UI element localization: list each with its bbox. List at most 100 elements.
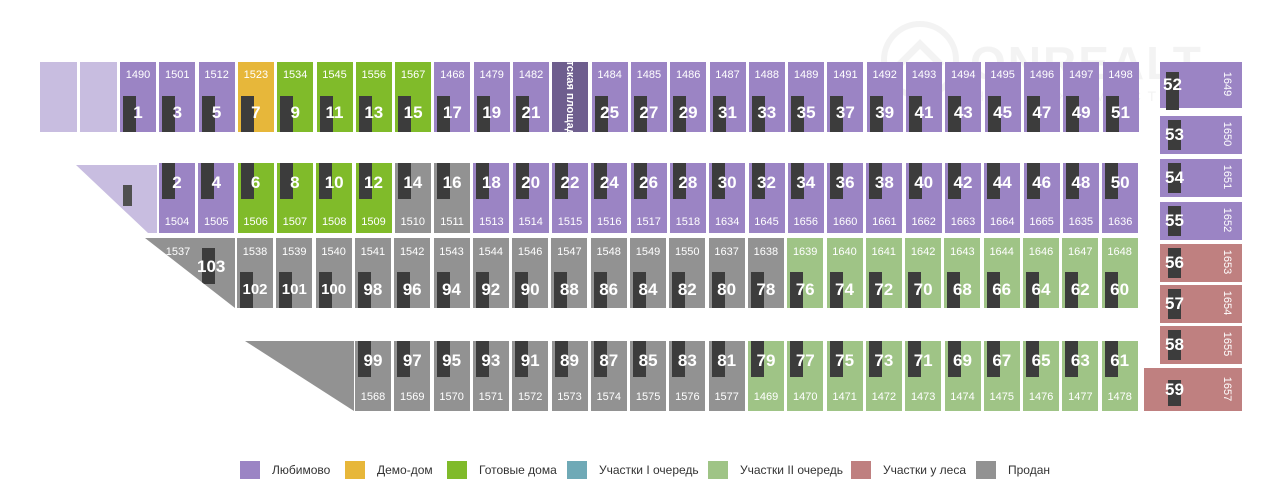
plot-54[interactable]: 54 1651: [1160, 159, 1242, 197]
plot-66[interactable]: 66 1644: [983, 238, 1020, 308]
plot-98[interactable]: 98 1541: [354, 238, 391, 308]
plot-30[interactable]: 30 1634: [709, 163, 746, 233]
plot-6[interactable]: 6 1506: [237, 163, 274, 233]
plot-73[interactable]: 73 1472: [865, 341, 902, 411]
plot-91[interactable]: 91 1572: [512, 341, 549, 411]
plot-95[interactable]: 95 1570: [433, 341, 470, 411]
plot-53[interactable]: 53 1650: [1160, 116, 1242, 154]
plot-78[interactable]: 78 1638: [747, 238, 784, 308]
plot-42[interactable]: 42 1663: [945, 163, 981, 233]
plot-75[interactable]: 75 1471: [826, 341, 863, 411]
plot-87[interactable]: 87 1574: [590, 341, 627, 411]
plot-67[interactable]: 67 1475: [983, 341, 1020, 411]
plot-61[interactable]: 61 1478: [1101, 341, 1138, 411]
plot-11[interactable]: 11 1545: [316, 62, 353, 132]
plot-93[interactable]: 93 1571: [472, 341, 509, 411]
plot-12[interactable]: 12 1509: [355, 163, 392, 233]
plot-24[interactable]: 24 1516: [591, 163, 628, 233]
plot-68[interactable]: 68 1643: [944, 238, 981, 308]
plot-10[interactable]: 10 1508: [316, 163, 353, 233]
plot-5[interactable]: 5 1512: [198, 62, 235, 132]
plot-56[interactable]: 56 1653: [1160, 244, 1242, 282]
plot-57[interactable]: 57 1654: [1160, 285, 1242, 323]
plot-76[interactable]: 76 1639: [787, 238, 824, 308]
plot-88[interactable]: 88 1547: [551, 238, 588, 308]
plot-86[interactable]: 86 1548: [590, 238, 627, 308]
plot-15[interactable]: 15 1567: [395, 62, 432, 132]
plot-18[interactable]: 18 1513: [473, 163, 510, 233]
plot-62[interactable]: 62 1647: [1062, 238, 1099, 308]
plot-79[interactable]: 79 1469: [748, 341, 784, 411]
plot-85[interactable]: 85 1575: [630, 341, 667, 411]
plot-52[interactable]: 52 1649: [1160, 62, 1242, 110]
plot-17[interactable]: 17 1468: [434, 62, 471, 132]
plot-97[interactable]: 97 1569: [394, 341, 431, 411]
plot-94[interactable]: 94 1543: [433, 238, 470, 308]
plot-4[interactable]: 4 1505: [198, 163, 235, 233]
plot-27[interactable]: 27 1485: [630, 62, 667, 132]
plot-64[interactable]: 64 1646: [1023, 238, 1059, 308]
plot-9[interactable]: 9 1534: [277, 62, 314, 132]
plot-14[interactable]: 14 1510: [394, 163, 431, 233]
plot-59[interactable]: 59 1657: [1144, 368, 1242, 411]
plot-49[interactable]: 49 1497: [1063, 62, 1100, 132]
plot-101[interactable]: 101 1539: [276, 238, 313, 308]
plot-45[interactable]: 45 1495: [984, 62, 1021, 132]
plot-58[interactable]: 58 1655: [1160, 326, 1242, 364]
plot-48[interactable]: 48 1635: [1062, 163, 1099, 233]
plot-22[interactable]: 22 1515: [552, 163, 588, 233]
plot-74[interactable]: 74 1640: [826, 238, 863, 308]
plot-46[interactable]: 46 1665: [1023, 163, 1060, 233]
plot-36[interactable]: 36 1660: [827, 163, 864, 233]
plot-70[interactable]: 70 1642: [905, 238, 942, 308]
plot-25[interactable]: 25 1484: [591, 62, 628, 132]
plot-92[interactable]: 92 1544: [472, 238, 509, 308]
plot-60[interactable]: 60 1648: [1101, 238, 1138, 308]
plot-65[interactable]: 65 1476: [1023, 341, 1060, 411]
plot-33[interactable]: 33 1488: [748, 62, 785, 132]
plot-41[interactable]: 41 1493: [906, 62, 942, 132]
plot-100[interactable]: 100 1540: [315, 238, 352, 308]
plot-31[interactable]: 31 1487: [709, 62, 746, 132]
plot-84[interactable]: 84 1549: [630, 238, 666, 308]
plot-102[interactable]: 102 1538: [237, 238, 273, 308]
plot-69[interactable]: 69 1474: [944, 341, 981, 411]
plot-8[interactable]: 8 1507: [276, 163, 313, 233]
plot-37[interactable]: 37 1491: [827, 62, 864, 132]
plot-2[interactable]: 2 1504: [159, 163, 195, 233]
plot-21[interactable]: 21 1482: [513, 62, 549, 132]
plot-72[interactable]: 72 1641: [865, 238, 902, 308]
plot-39[interactable]: 39 1492: [866, 62, 903, 132]
plot-19[interactable]: 19 1479: [473, 62, 510, 132]
plot-47[interactable]: 47 1496: [1023, 62, 1060, 132]
plot-71[interactable]: 71 1473: [905, 341, 942, 411]
plot-43[interactable]: 43 1494: [945, 62, 982, 132]
plot-34[interactable]: 34 1656: [787, 163, 824, 233]
plot-80[interactable]: 80 1637: [708, 238, 745, 308]
plot-51[interactable]: 51 1498: [1102, 62, 1139, 132]
plot-96[interactable]: 96 1542: [394, 238, 431, 308]
plot-3[interactable]: 3 1501: [159, 62, 196, 132]
plot-7[interactable]: 7 1523: [237, 62, 274, 132]
plot-38[interactable]: 38 1661: [866, 163, 903, 233]
plot-16[interactable]: 16 1511: [434, 163, 471, 233]
plot-20[interactable]: 20 1514: [512, 163, 549, 233]
plot-50[interactable]: 50 1636: [1102, 163, 1139, 233]
plot-63[interactable]: 63 1477: [1062, 341, 1099, 411]
plot-83[interactable]: 83 1576: [669, 341, 706, 411]
plot-28[interactable]: 28 1518: [669, 163, 706, 233]
plot-81[interactable]: 81 1577: [708, 341, 745, 411]
plot-40[interactable]: 40 1662: [905, 163, 942, 233]
plot-82[interactable]: 82 1550: [669, 238, 706, 308]
plot-77[interactable]: 77 1470: [787, 341, 824, 411]
plot-90[interactable]: 90 1546: [512, 238, 549, 308]
plot-99[interactable]: 99 1568: [355, 341, 391, 411]
plot-35[interactable]: 35 1489: [788, 62, 825, 132]
plot-26[interactable]: 26 1517: [630, 163, 667, 233]
plot-1[interactable]: 1 1490: [120, 62, 156, 132]
plot-13[interactable]: 13 1556: [355, 62, 392, 132]
plot-32[interactable]: 32 1645: [748, 163, 785, 233]
plot-89[interactable]: 89 1573: [551, 341, 588, 411]
plot-44[interactable]: 44 1664: [984, 163, 1021, 233]
plot-55[interactable]: 55 1652: [1160, 202, 1242, 240]
